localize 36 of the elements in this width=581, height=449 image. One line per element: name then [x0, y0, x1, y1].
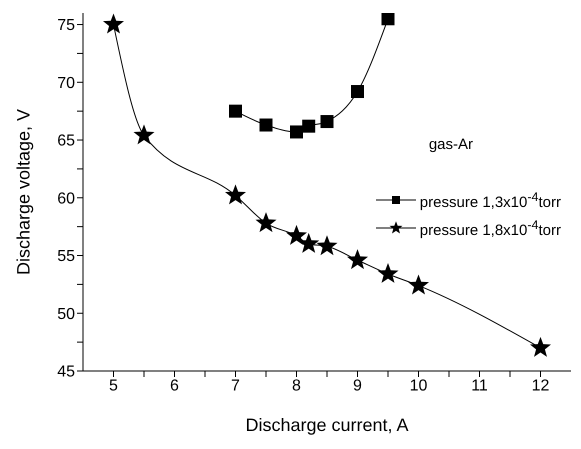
point [302, 120, 316, 133]
y-tick-label: 75 [57, 17, 76, 34]
legend-label: pressure 1,3x10$^{-4}$torr [420, 190, 561, 210]
y-tick-label: 65 [57, 132, 76, 150]
point [320, 115, 334, 128]
x-tick-label: 11 [471, 377, 488, 394]
point [408, 274, 430, 294]
x-tick-label: 9 [353, 377, 362, 394]
point [316, 235, 338, 256]
y-tick-label: 45 [57, 364, 76, 381]
y-tick-label: 60 [57, 190, 76, 208]
x-axis-title: Discharge current, A [245, 415, 409, 435]
y-tick-label: 50 [57, 306, 76, 323]
x-tick-label: 6 [170, 377, 180, 394]
legend-label: pressure 1,8x10$^{-4}$torr [420, 218, 561, 238]
point [286, 224, 308, 245]
x-tick-label: 7 [231, 377, 240, 394]
point [530, 336, 552, 357]
point [260, 118, 272, 132]
point [290, 125, 303, 138]
point [377, 262, 399, 283]
y-axis-title: Discharge voltage, V [13, 108, 34, 276]
x-tick-label: 8 [292, 377, 302, 394]
y-tick-label: 70 [57, 74, 76, 92]
annotation: gas-Ar [428, 136, 473, 153]
point [229, 104, 242, 118]
point [346, 249, 368, 270]
y-tick-label: 55 [57, 248, 76, 266]
point [351, 85, 364, 98]
point [255, 212, 277, 232]
x-tick-label: 12 [532, 377, 550, 394]
point [133, 124, 155, 144]
x-tick-label: 10 [410, 377, 428, 394]
x-tick-label: 5 [109, 377, 118, 394]
point [224, 184, 246, 204]
point [382, 13, 394, 26]
